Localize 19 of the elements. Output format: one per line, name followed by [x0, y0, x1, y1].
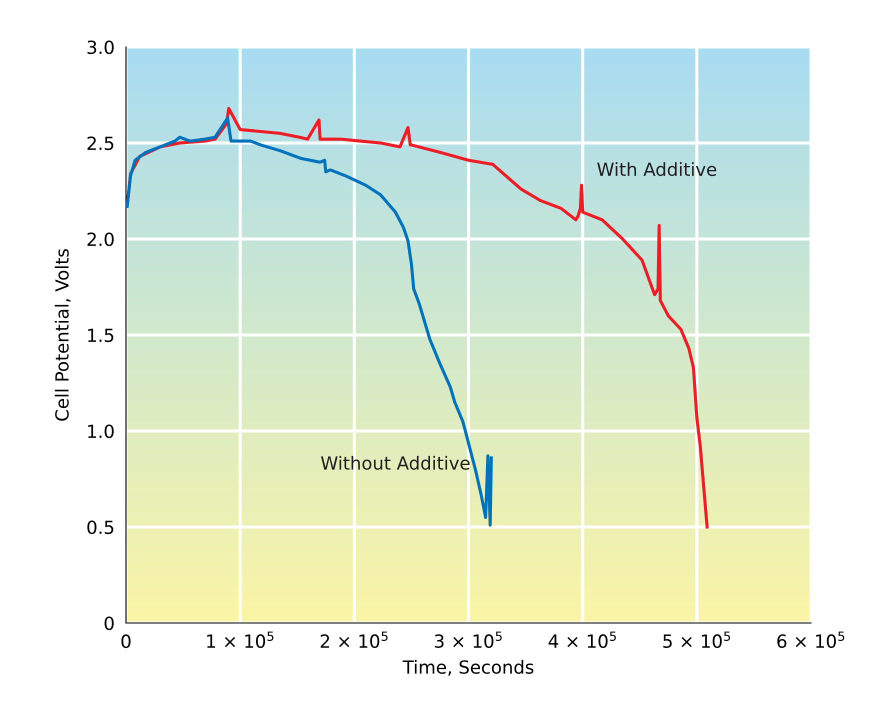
y-tick-label: 1.0: [88, 424, 114, 438]
x-tick-label: 4 × 10$^{5}$: [548, 632, 616, 648]
x-tick-label: 3 × 10$^{5}$: [434, 632, 502, 648]
line-series: [126, 116, 493, 527]
y-axis-title: Cell Potential, Volts: [54, 249, 71, 421]
series-label: Without Additive: [321, 456, 470, 470]
x-axis-title: Time, Seconds: [402, 660, 534, 676]
x-tick-label: 2 × 10$^{5}$: [320, 632, 388, 648]
y-tick-label: 2.0: [88, 232, 114, 246]
y-tick-label: 3.0: [88, 40, 114, 54]
y-tick-label: 0: [104, 616, 114, 630]
series-label: With Additive: [597, 162, 716, 176]
y-tick-label: 1.5: [88, 328, 114, 342]
x-tick-label: 0: [121, 634, 131, 648]
x-tick-label: 6 × 10$^{5}$: [777, 632, 844, 648]
y-tick-label: 2.5: [88, 136, 114, 150]
y-tick-label: 0.5: [87, 520, 114, 534]
x-tick-label: 1 × 10$^{5}$: [207, 632, 274, 648]
x-tick-label: 5 × 10$^{5}$: [663, 632, 730, 648]
